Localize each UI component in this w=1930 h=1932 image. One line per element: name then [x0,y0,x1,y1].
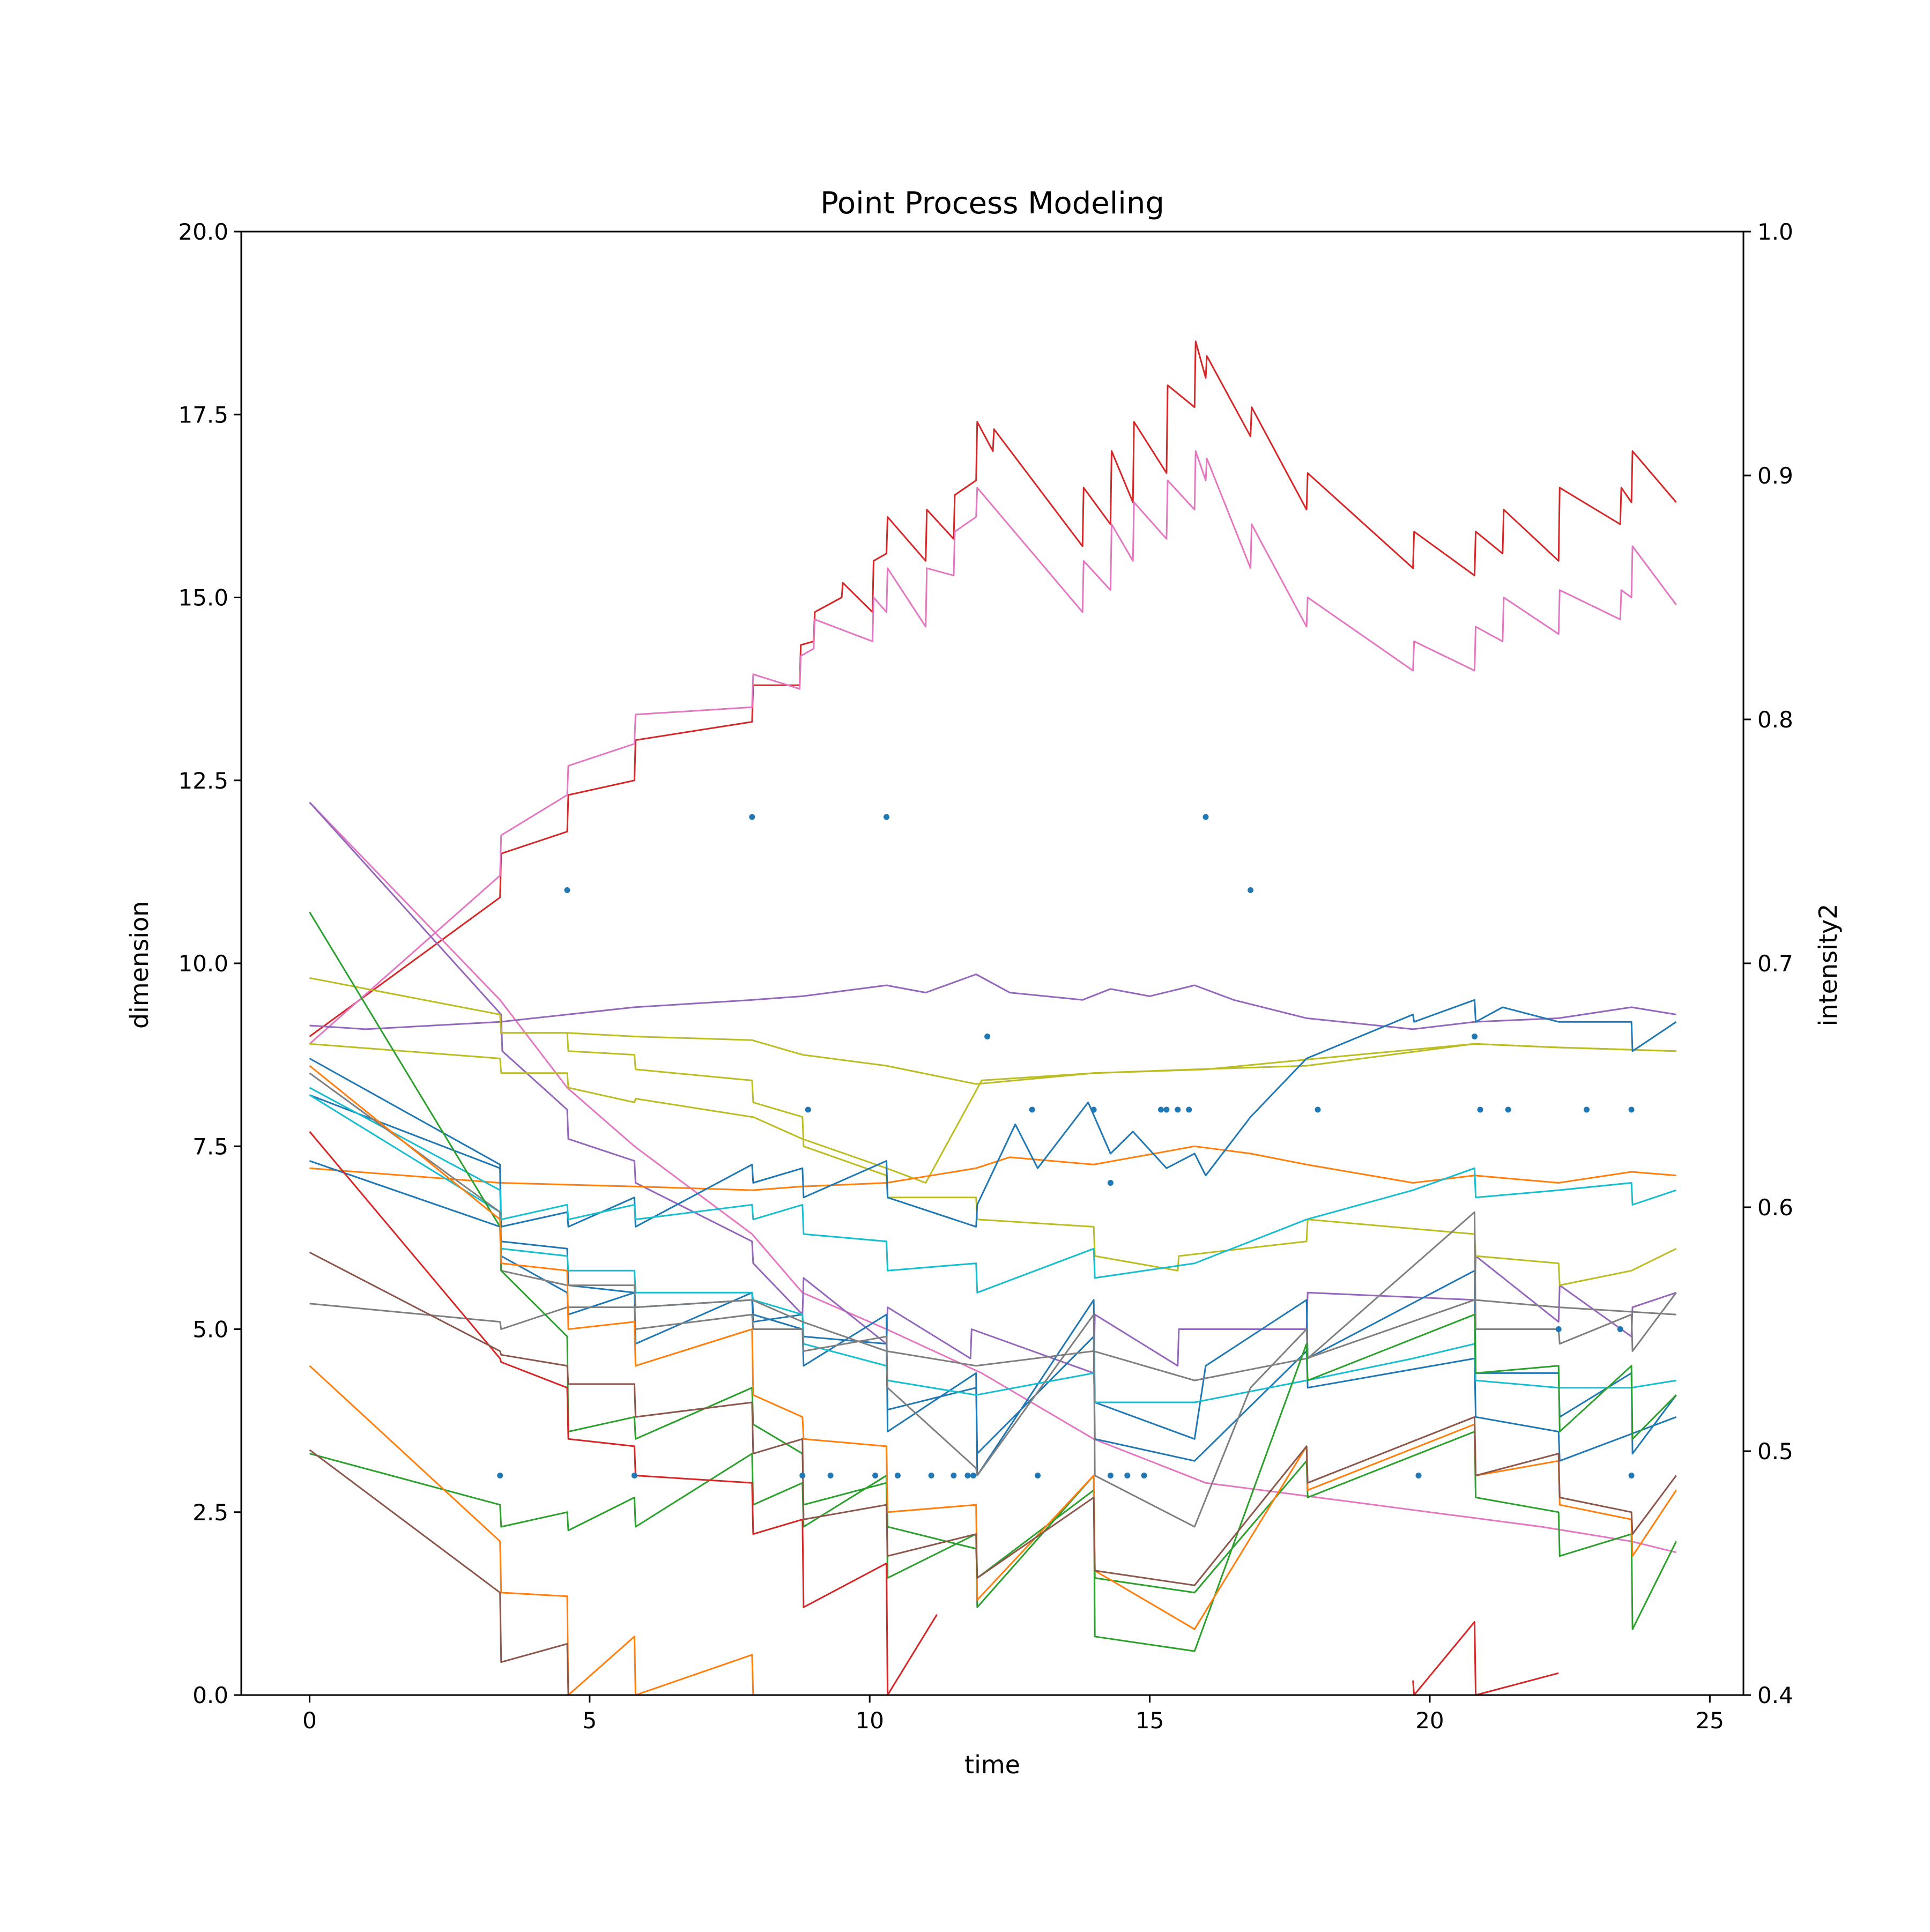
y-axis-right: 0.4 0.5 0.6 0.7 0.8 0.9 1.0 [1743,219,1793,1708]
series-line-12 [309,1087,1677,1294]
scatter-point [894,1473,901,1478]
y2-tick-label: 0.9 [1757,463,1793,489]
series-line-24 [1412,1621,1559,1695]
y-axis-left: 0.0 2.5 5.0 7.5 10.0 12.5 15.0 17.5 20.0 [178,219,241,1708]
series-line-8 [309,1145,1676,1191]
series-line-4 [309,974,1676,1030]
series-line-19 [309,1365,569,1695]
scatter-point [1035,1473,1041,1478]
scatter-point [1555,1326,1562,1332]
y-tick-label: 5.0 [192,1317,228,1343]
scatter-point [884,814,889,820]
y-tick-label: 10.0 [178,950,228,977]
scatter-point [1107,1473,1114,1478]
y2-tick-label: 0.6 [1757,1194,1793,1221]
y-tick-label: 15.0 [178,585,228,611]
scatter-point [1505,1106,1511,1113]
series-line-20 [568,1636,754,1695]
scatter-point [1175,1106,1181,1113]
x-tick-label: 15 [1135,1707,1164,1734]
x-tick-label: 5 [582,1707,597,1734]
scatter-point [1248,887,1254,893]
x-axis-label: time [964,1750,1020,1779]
scatter-point [1584,1106,1590,1113]
scatter-point [1628,1106,1635,1113]
y-tick-label: 7.5 [192,1133,228,1160]
x-tick-label: 20 [1415,1707,1444,1734]
scatter-point [1415,1473,1422,1478]
y-tick-label: 20.0 [178,219,228,245]
scatter-point [827,1473,834,1478]
scatter-point [497,1473,503,1478]
scatter-point [951,1473,957,1478]
scatter-point [1628,1473,1635,1478]
series-line-7 [500,1032,1676,1085]
y2-tick-label: 0.4 [1757,1682,1793,1708]
scatter-point [1029,1106,1035,1113]
scatter-point [1107,1180,1114,1186]
series-line-15 [309,1072,1676,1381]
series-line-18 [309,1065,1677,1630]
scatter-point [799,1473,806,1478]
series-line-14 [309,1211,1677,1528]
scatter-point [1090,1106,1097,1113]
series-line-21 [309,1131,938,1695]
scatter-point [1202,814,1209,820]
scatter-point [749,814,755,820]
scatter-point [1472,1034,1478,1039]
y-tick-label: 2.5 [192,1499,228,1526]
scatter-point [564,887,570,893]
series-layer [309,340,1677,1695]
y-axis-label: dimension [125,901,154,1029]
scatter-point [1158,1106,1164,1113]
scatter-point [1163,1106,1170,1113]
y2-tick-label: 0.7 [1757,950,1793,977]
y2-tick-label: 0.8 [1757,707,1793,733]
series-line-2 [309,801,1676,1554]
scatter-point [964,1473,971,1478]
y-tick-label: 0.0 [192,1682,228,1708]
y2-tick-label: 0.5 [1757,1438,1793,1465]
y2-axis-label: intensity2 [1814,904,1843,1027]
series-line-1 [309,450,1677,1045]
series-line-6 [309,1043,1676,1184]
x-tick-label: 10 [855,1707,884,1734]
x-tick-label: 25 [1696,1707,1724,1734]
scatter-point [1124,1473,1131,1478]
scatter-point [1141,1473,1147,1478]
x-axis: 0 5 10 15 20 25 [302,1695,1724,1734]
scatter-point [984,1034,991,1039]
scatter-point [1315,1106,1321,1113]
scatter-point [872,1473,879,1478]
scatter-point [1186,1106,1192,1113]
y-tick-label: 12.5 [178,768,228,794]
chart-title: Point Process Modeling [820,186,1164,221]
scatter-point [1477,1106,1483,1113]
series-line-3 [309,801,1677,1374]
scatter-point [928,1473,934,1478]
series-line-22 [309,1251,1677,1586]
y2-tick-label: 1.0 [1757,219,1793,245]
x-tick-label: 0 [302,1707,317,1734]
scatter-point [970,1473,976,1478]
series-line-23 [309,1449,569,1695]
scatter-point [1617,1326,1623,1332]
y-tick-label: 17.5 [178,402,228,428]
scatter-point [631,1473,637,1478]
scatter-layer [497,814,1635,1478]
scatter-point [805,1106,811,1113]
